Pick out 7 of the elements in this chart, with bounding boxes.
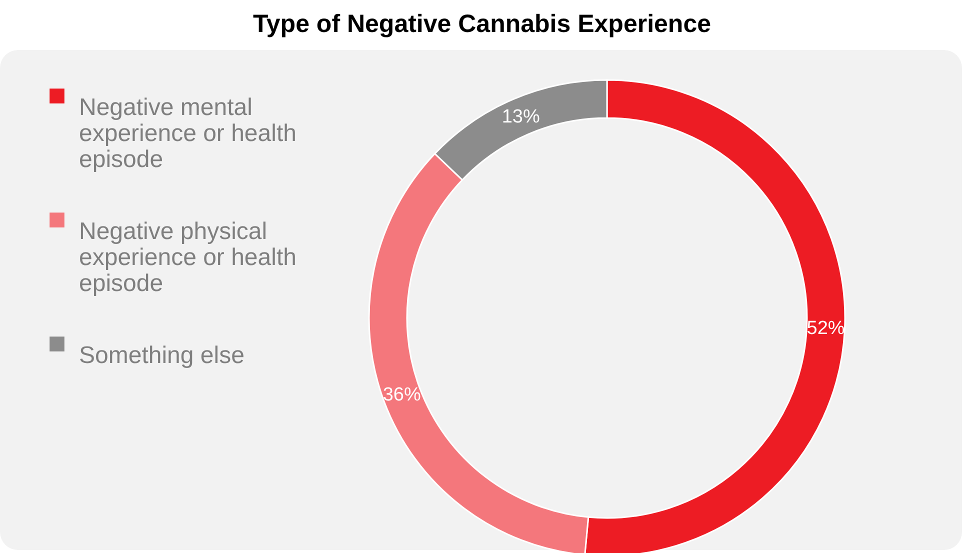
legend-label: Something else bbox=[79, 342, 244, 369]
chart-title: Type of Negative Cannabis Experience bbox=[252, 10, 712, 38]
data-label: 13% bbox=[502, 106, 540, 128]
data-label: 52% bbox=[806, 318, 845, 340]
legend-label: Negative physical experience or health episode bbox=[79, 218, 296, 297]
data-label: 36% bbox=[382, 384, 421, 406]
legend-label: Negative mental experience or health episode bbox=[79, 94, 296, 173]
